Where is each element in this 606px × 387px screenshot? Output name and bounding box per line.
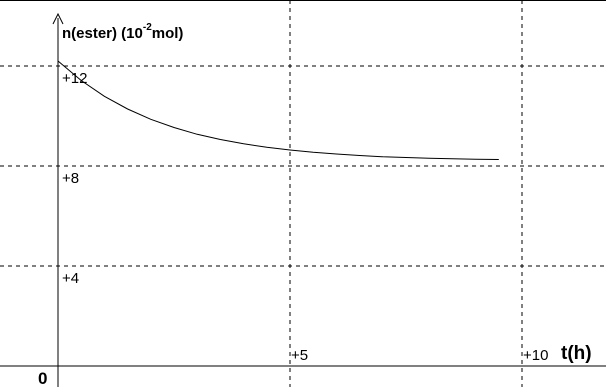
y-tick-label: +12 xyxy=(62,70,87,87)
y-tick-label: +8 xyxy=(62,170,79,187)
x-axis-title: t(h) xyxy=(561,343,592,364)
y-axis-title-suffix: mol) xyxy=(152,25,184,42)
y-axis-title-prefix: n(ester) (10 xyxy=(62,25,143,42)
y-axis-title-exponent: -2 xyxy=(143,22,152,33)
origin-label: 0 xyxy=(38,369,47,387)
x-tick-label: +5 xyxy=(291,347,308,364)
y-tick-label: +4 xyxy=(62,270,79,287)
ester-curve xyxy=(57,60,499,160)
y-axis-arrowhead xyxy=(52,12,64,25)
y-axis-title: n(ester) (10-2mol) xyxy=(62,22,183,42)
x-tick-label: +10 xyxy=(523,347,548,364)
data-series xyxy=(57,60,499,167)
tick-labels: +4 +8 +12 +5 +10 xyxy=(62,70,548,364)
